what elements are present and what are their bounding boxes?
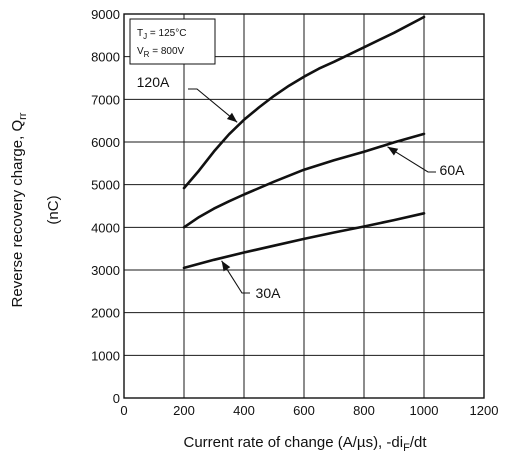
x-tick-label: 600 bbox=[293, 403, 315, 418]
series-line-120A bbox=[182, 15, 426, 190]
plot-frame bbox=[123, 13, 485, 399]
y-tick-label: 8000 bbox=[91, 50, 120, 65]
y-tick-label: 4000 bbox=[91, 220, 120, 235]
series-labels: 120A 60A 30A bbox=[137, 74, 465, 301]
tick-labels: 0 200 400 600 800 1000 1200 0 1000 2000 3000 4000 50… bbox=[91, 7, 498, 418]
y-tick-label: 1000 bbox=[91, 348, 120, 363]
series-label-120A: 120A bbox=[137, 74, 170, 90]
arrowhead-120A bbox=[226, 112, 238, 123]
condition-junction-temp: TJ = 125°C bbox=[137, 28, 186, 41]
y-tick-label: 7000 bbox=[91, 92, 120, 107]
conditions-box: TJ = 125°C VR = 800V bbox=[129, 18, 216, 65]
series-line-60A bbox=[182, 132, 426, 229]
x-tick-label: 400 bbox=[233, 403, 255, 418]
y-tick-label: 5000 bbox=[91, 178, 120, 193]
y-tick-label: 9000 bbox=[91, 7, 120, 22]
y-axis-title: Reverse recovery charge, Qrr bbox=[9, 112, 29, 307]
series-line-30A bbox=[182, 212, 426, 270]
x-tick-label: 800 bbox=[353, 403, 375, 418]
y-tick-label: 6000 bbox=[91, 135, 120, 150]
grid bbox=[123, 13, 485, 399]
x-tick-label: 200 bbox=[173, 403, 195, 418]
y-tick-label: 0 bbox=[113, 391, 120, 406]
y-tick-label: 3000 bbox=[91, 263, 120, 278]
x-tick-label: 1000 bbox=[410, 403, 439, 418]
arrowhead-60A bbox=[387, 146, 399, 156]
x-tick-label: 1200 bbox=[470, 403, 499, 418]
arrowhead-30A bbox=[221, 260, 231, 272]
series-label-30A: 30A bbox=[256, 285, 282, 301]
x-axis-title: Current rate of change (A/µs), -diF/dt bbox=[184, 434, 428, 454]
leader-line-120A bbox=[188, 88, 238, 123]
y-axis-unit: (nC) bbox=[45, 195, 62, 224]
x-tick-label: 0 bbox=[120, 403, 127, 418]
series-label-60A: 60A bbox=[440, 162, 466, 178]
condition-reverse-voltage: VR = 800V bbox=[137, 46, 185, 59]
leader-line-30A bbox=[221, 260, 250, 294]
y-tick-label: 2000 bbox=[91, 306, 120, 321]
leader-line-60A bbox=[387, 146, 436, 173]
conditions-box-border bbox=[129, 18, 216, 65]
series-lines bbox=[182, 15, 426, 270]
